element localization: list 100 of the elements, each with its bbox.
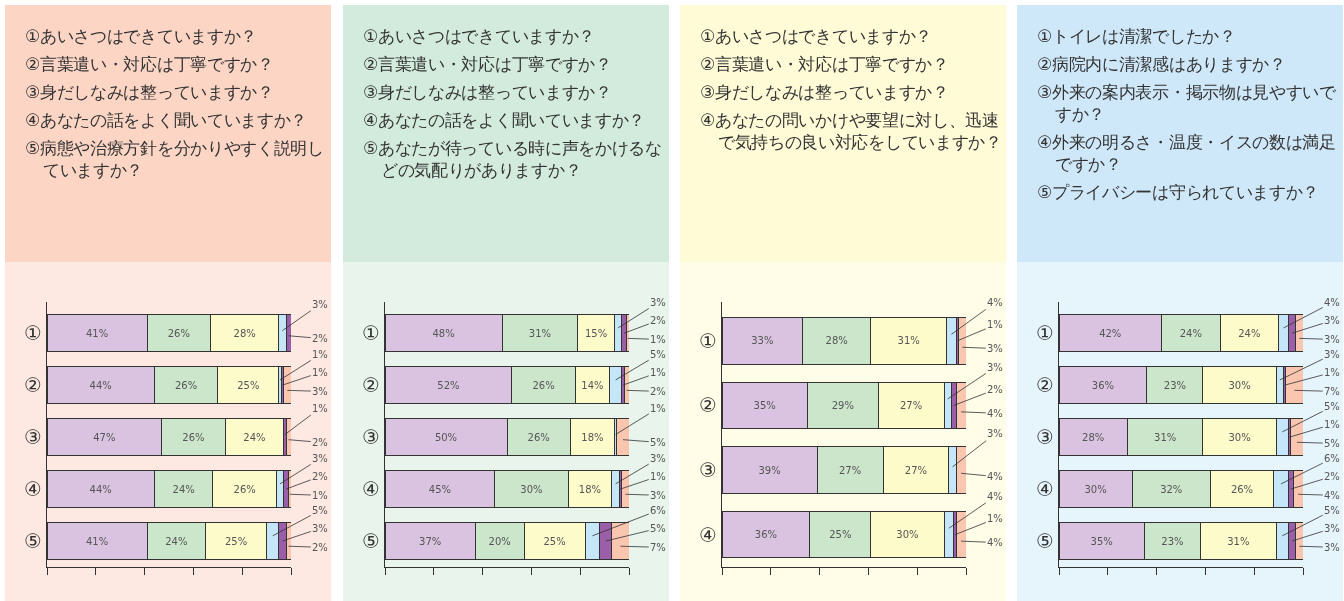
- y-tick-label: ⑤: [1036, 529, 1054, 554]
- data-label: 24%: [165, 535, 188, 547]
- data-label: 52%: [437, 379, 460, 391]
- y-tick-label: ②: [24, 373, 42, 398]
- data-label: 3%: [1324, 334, 1340, 345]
- data-label: 30%: [1228, 379, 1251, 391]
- text: ②言葉遣い・対応は丁寧ですか？: [25, 53, 275, 75]
- data-label: 3%: [312, 523, 328, 534]
- data-label: 42%: [1099, 327, 1122, 339]
- text: ③身だしなみは整っていますか？: [25, 81, 275, 103]
- data-label: 2%: [987, 384, 1003, 395]
- data-label: 3%: [312, 386, 328, 397]
- data-label: 24%: [243, 431, 266, 443]
- data-label: 23%: [1163, 379, 1187, 391]
- data-label: 2%: [650, 386, 666, 397]
- data-label: 24%: [1238, 327, 1261, 339]
- data-label: 1%: [987, 513, 1003, 524]
- data-label: 30%: [520, 483, 543, 495]
- data-label: 39%: [758, 464, 781, 476]
- text: ④あなたの話をよく聞いていますか？: [25, 109, 309, 131]
- data-label: 5%: [1324, 438, 1340, 449]
- y-tick-label: ④: [699, 522, 717, 547]
- data-label: 3%: [312, 453, 328, 464]
- data-label: 6%: [650, 505, 666, 516]
- data-label: 44%: [89, 483, 112, 495]
- text: ②言葉遣い・対応は丁寧ですか？: [363, 53, 613, 75]
- data-label: 1%: [650, 471, 666, 482]
- data-label: 3%: [650, 453, 666, 464]
- data-label: 44%: [89, 379, 112, 391]
- data-label: 28%: [233, 327, 256, 339]
- data-label: 48%: [432, 327, 455, 339]
- data-label: 28%: [1082, 431, 1105, 443]
- data-label: 3%: [987, 343, 1003, 354]
- data-label: 23%: [1161, 535, 1184, 547]
- data-label: 47%: [93, 431, 116, 443]
- data-label: 30%: [896, 529, 919, 541]
- data-label: 2%: [312, 437, 328, 448]
- data-label: 2%: [1324, 471, 1340, 482]
- data-label: 4%: [987, 537, 1003, 548]
- data-label: 15%: [584, 327, 608, 339]
- data-label: 45%: [428, 483, 452, 495]
- data-label: 4%: [987, 491, 1003, 502]
- data-label: 29%: [831, 399, 854, 411]
- data-label: 32%: [1160, 483, 1183, 495]
- data-label: 18%: [581, 431, 604, 443]
- y-tick-label: ①: [1036, 321, 1054, 346]
- data-label: 26%: [532, 379, 555, 391]
- data-label: 7%: [1324, 386, 1340, 397]
- y-tick-label: ②: [362, 373, 380, 398]
- data-label: 3%: [650, 297, 666, 308]
- text: ③身だしなみは整っていますか？: [700, 81, 950, 103]
- data-label: 30%: [1084, 483, 1107, 495]
- data-label: 36%: [1091, 379, 1115, 391]
- data-label: 3%: [1324, 542, 1340, 553]
- data-label: 25%: [224, 535, 248, 547]
- data-label: 30%: [1228, 431, 1251, 443]
- data-label: 31%: [528, 327, 552, 339]
- y-tick-label: ③: [362, 425, 380, 450]
- text: ③身だしなみは整っていますか？: [363, 81, 613, 103]
- data-label: 3%: [650, 490, 666, 501]
- text: ②病院内に清潔感はありますか？: [1037, 53, 1287, 75]
- data-label: 4%: [987, 471, 1003, 482]
- data-label: 5%: [650, 523, 666, 534]
- data-label: 28%: [825, 335, 848, 347]
- text: ⑤あなたが待っている時に声をかけるなどの気配りがありますか？: [363, 137, 663, 181]
- text: ①あいさつはできていますか？: [25, 25, 259, 47]
- data-label: 25%: [543, 535, 566, 547]
- y-tick-label: ④: [1036, 477, 1054, 502]
- y-tick-label: ②: [1036, 373, 1054, 398]
- y-tick-label: ⑤: [362, 529, 380, 554]
- data-label: 26%: [1230, 483, 1254, 495]
- data-label: 41%: [85, 535, 109, 547]
- y-tick-label: ①: [362, 321, 380, 346]
- data-label: 3%: [1324, 315, 1340, 326]
- data-label: 27%: [838, 464, 862, 476]
- data-label: 33%: [751, 335, 774, 347]
- data-label: 31%: [1154, 431, 1177, 443]
- data-label: 35%: [1090, 535, 1113, 547]
- data-label: 2%: [312, 333, 328, 344]
- data-label: 26%: [174, 379, 198, 391]
- data-label: 2%: [312, 542, 328, 553]
- data-label: 5%: [650, 349, 666, 360]
- data-label: 3%: [987, 428, 1003, 439]
- data-label: 27%: [904, 464, 928, 476]
- data-label: 25%: [237, 379, 260, 391]
- y-tick-label: ①: [699, 328, 717, 353]
- y-tick-label: ②: [699, 393, 717, 418]
- data-label: 26%: [233, 483, 256, 495]
- data-label: 5%: [312, 505, 328, 516]
- data-label: 3%: [1324, 349, 1340, 360]
- data-label: 1%: [312, 490, 328, 501]
- data-label: 4%: [1324, 490, 1340, 501]
- data-label: 1%: [312, 367, 328, 378]
- data-label: 24%: [1179, 327, 1202, 339]
- data-label: 5%: [1324, 505, 1340, 516]
- y-tick-label: ③: [24, 425, 42, 450]
- data-label: 2%: [312, 471, 328, 482]
- text: ①あいさつはできていますか？: [363, 25, 597, 47]
- data-label: 1%: [987, 319, 1003, 330]
- y-tick-label: ④: [24, 477, 42, 502]
